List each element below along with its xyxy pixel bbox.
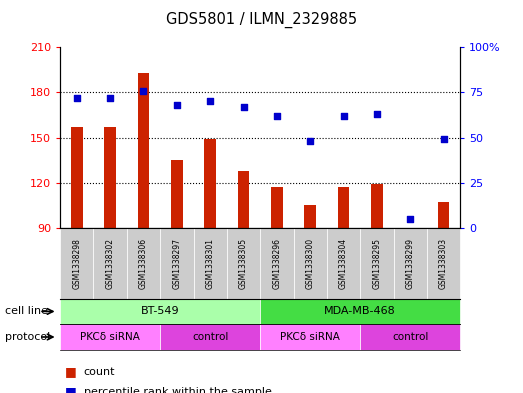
- Text: protocol: protocol: [5, 332, 51, 342]
- Text: control: control: [392, 332, 428, 342]
- Text: GSM1338300: GSM1338300: [306, 238, 315, 289]
- Bar: [438, 202, 449, 228]
- Text: GSM1338303: GSM1338303: [439, 238, 448, 289]
- Point: [240, 104, 248, 110]
- Bar: [171, 160, 183, 228]
- Point: [272, 113, 281, 119]
- Point: [73, 95, 81, 101]
- Text: GDS5801 / ILMN_2329885: GDS5801 / ILMN_2329885: [166, 12, 357, 28]
- Point: [139, 87, 147, 94]
- Bar: [304, 205, 316, 228]
- Text: count: count: [84, 367, 115, 377]
- Point: [206, 98, 214, 105]
- Text: ■: ■: [65, 365, 77, 378]
- Text: PKCδ siRNA: PKCδ siRNA: [280, 332, 340, 342]
- Bar: [338, 187, 349, 228]
- Bar: [271, 187, 283, 228]
- Text: GSM1338301: GSM1338301: [206, 238, 214, 289]
- Point: [306, 138, 314, 144]
- Point: [439, 136, 448, 143]
- Text: ■: ■: [65, 385, 77, 393]
- Text: GSM1338298: GSM1338298: [72, 238, 81, 289]
- Text: GSM1338302: GSM1338302: [106, 238, 115, 289]
- Bar: [71, 127, 83, 228]
- Text: BT-549: BT-549: [141, 307, 179, 316]
- Text: GSM1338305: GSM1338305: [239, 238, 248, 289]
- Text: PKCδ siRNA: PKCδ siRNA: [80, 332, 140, 342]
- Bar: [237, 171, 249, 228]
- Point: [373, 111, 381, 117]
- Bar: [204, 139, 216, 228]
- Bar: [104, 127, 116, 228]
- Point: [339, 113, 348, 119]
- Text: GSM1338299: GSM1338299: [406, 238, 415, 289]
- Text: GSM1338295: GSM1338295: [372, 238, 381, 289]
- Point: [106, 95, 115, 101]
- Text: MDA-MB-468: MDA-MB-468: [324, 307, 396, 316]
- Text: GSM1338304: GSM1338304: [339, 238, 348, 289]
- Text: control: control: [192, 332, 229, 342]
- Text: GSM1338306: GSM1338306: [139, 238, 148, 289]
- Text: cell line: cell line: [5, 307, 48, 316]
- Text: percentile rank within the sample: percentile rank within the sample: [84, 387, 271, 393]
- Text: GSM1338296: GSM1338296: [272, 238, 281, 289]
- Bar: [371, 184, 383, 228]
- Text: GSM1338297: GSM1338297: [173, 238, 181, 289]
- Point: [406, 216, 414, 222]
- Bar: [138, 73, 150, 228]
- Point: [173, 102, 181, 108]
